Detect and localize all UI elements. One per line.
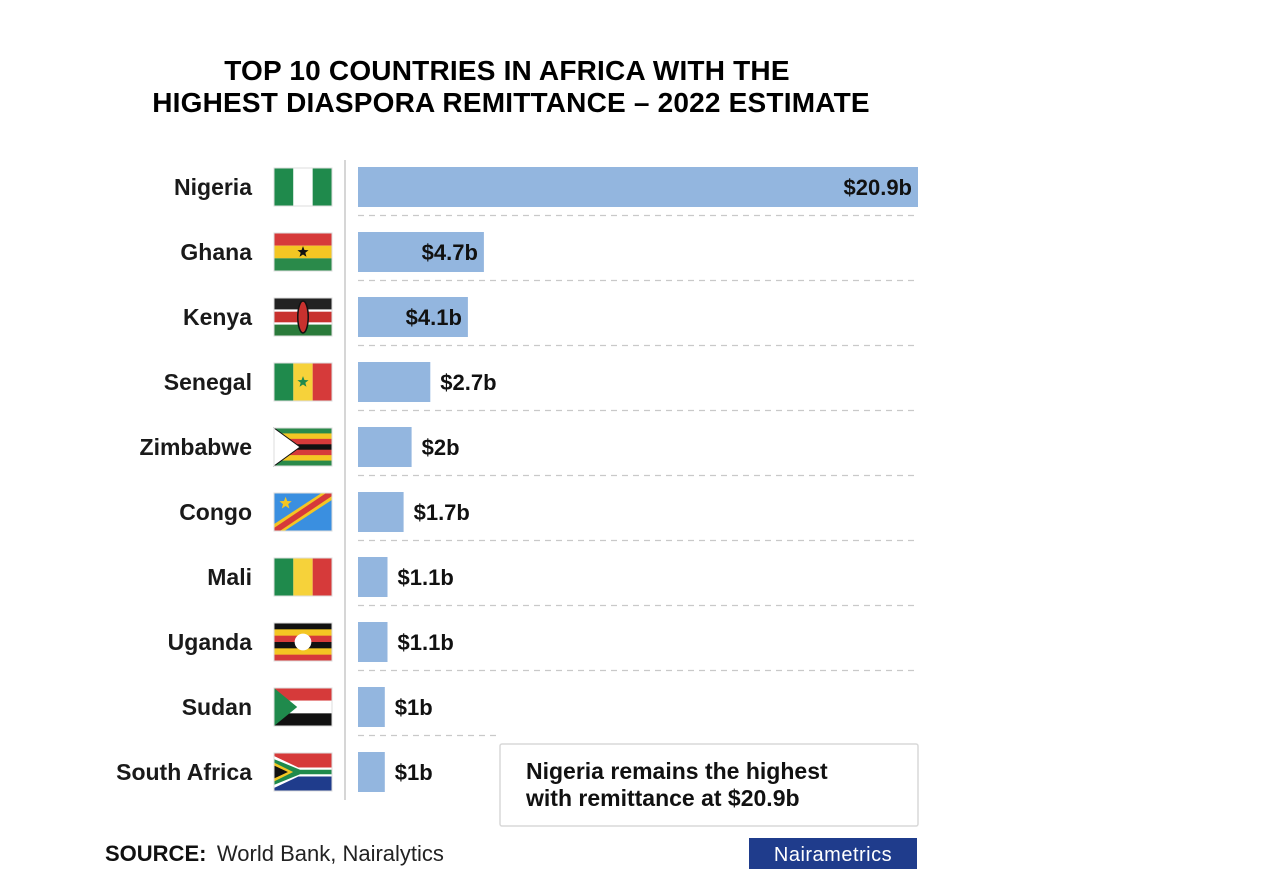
callout-line-2: with remittance at $20.9b	[525, 785, 800, 811]
country-label: Sudan	[182, 694, 252, 720]
country-labels: Nigeria Ghana Kenya Senegal Zimbabwe Congo Mal…	[116, 174, 252, 785]
kenya-flag-icon	[273, 297, 333, 337]
flags	[273, 167, 333, 792]
source-text: World Bank, Nairalytics	[217, 841, 444, 866]
congo-flag-icon	[273, 492, 333, 532]
bar-zimbabwe	[358, 427, 412, 467]
bar-value-label: $2.7b	[440, 370, 496, 395]
country-label: Nigeria	[174, 174, 252, 200]
bar-value-label: $4.7b	[422, 240, 478, 265]
callout-line-1: Nigeria remains the highest	[526, 758, 828, 784]
bar-south-africa	[358, 752, 385, 792]
country-label: Mali	[207, 564, 252, 590]
ghana-flag-icon	[273, 232, 333, 272]
callout: Nigeria remains the highest with remitta…	[499, 743, 919, 827]
bar-value-label: $2b	[422, 435, 460, 460]
callout-box	[499, 743, 919, 827]
bar-mali	[358, 557, 388, 597]
zimbabwe-flag-icon	[273, 427, 333, 467]
brand-badge	[749, 838, 917, 869]
country-label: South Africa	[116, 759, 252, 785]
country-label: Senegal	[164, 369, 252, 395]
bar-value-label: $20.9b	[844, 175, 913, 200]
bar-value-label: $1.1b	[398, 630, 454, 655]
nigeria-flag-icon	[273, 167, 333, 207]
chart-title-line-1: TOP 10 COUNTRIES IN AFRICA WITH THE	[224, 55, 789, 86]
bars	[358, 167, 918, 792]
bar-value-label: $1.7b	[414, 500, 470, 525]
country-label: Uganda	[168, 629, 253, 655]
bar-nigeria	[358, 167, 918, 207]
bar-value-label: $4.1b	[406, 305, 462, 330]
source-line: SOURCE: World Bank, Nairalytics	[105, 841, 444, 866]
south-africa-flag-icon	[273, 752, 333, 792]
senegal-flag-icon	[273, 362, 333, 402]
bar-value-label: $1b	[395, 760, 433, 785]
uganda-flag-icon	[273, 622, 333, 662]
brand-name: Nairametrics	[774, 844, 892, 866]
bar-sudan	[358, 687, 385, 727]
bar-value-label: $1b	[395, 695, 433, 720]
country-label: Zimbabwe	[140, 434, 252, 460]
bar-congo	[358, 492, 404, 532]
bar-uganda	[358, 622, 388, 662]
source-label: SOURCE:	[105, 841, 206, 866]
footer: SOURCE: World Bank, Nairalytics Nairamet…	[105, 838, 917, 869]
chart-title-line-2: HIGHEST DIASPORA REMITTANCE – 2022 ESTIM…	[152, 87, 870, 118]
grid-lines	[358, 214, 918, 737]
bar-kenya	[358, 297, 468, 337]
country-label: Ghana	[180, 239, 252, 265]
mali-flag-icon	[273, 557, 333, 597]
country-label: Congo	[179, 499, 252, 525]
sudan-flag-icon	[273, 687, 333, 727]
country-label: Kenya	[183, 304, 252, 330]
bar-senegal	[358, 362, 431, 402]
bar-value-label: $1.1b	[398, 565, 454, 590]
bar-ghana	[358, 232, 484, 272]
bar-value-labels: $20.9b $4.7b $4.1b $2.7b $2b $1.7b $1.1b $1.1b $…	[395, 175, 912, 785]
